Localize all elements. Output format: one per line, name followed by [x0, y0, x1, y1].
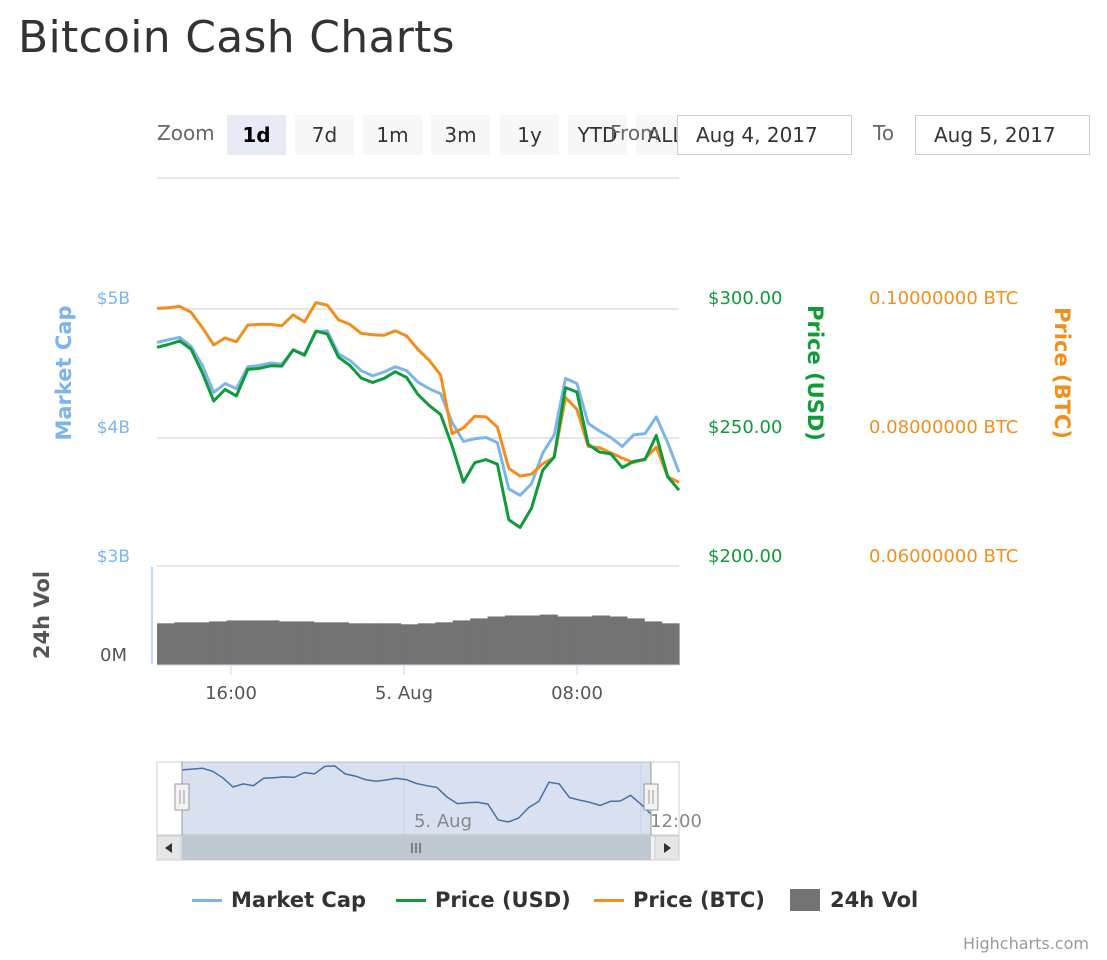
price-btc-axis-title: Price (BTC) [1050, 307, 1074, 439]
volume-bar [626, 618, 645, 665]
volume-bar [557, 616, 576, 665]
scrollbar-left-button[interactable] [156, 835, 182, 861]
arrow-right-icon [664, 843, 671, 853]
zoom-label: Zoom [157, 121, 215, 145]
scrollbar-grip-icon [411, 843, 421, 853]
to-date-input[interactable]: Aug 5, 2017 [915, 115, 1090, 155]
x-tick-label: 5. Aug [375, 683, 433, 704]
navigator-series [181, 765, 652, 823]
navigator-left-handle[interactable] [174, 783, 190, 811]
volume-bar [505, 615, 523, 665]
volume-axis-title: 24h Vol [30, 571, 54, 659]
volume-bar [522, 615, 541, 665]
volume-bar [191, 622, 210, 665]
market-cap-tick-label: $4B [97, 418, 130, 438]
price-usd-axis-title: Price (USD) [803, 305, 827, 441]
price-btc-tick-label: 0.08000000 BTC [869, 417, 1018, 438]
volume-bar [574, 616, 593, 665]
volume-bar [174, 622, 193, 665]
scrollbar[interactable] [156, 835, 680, 861]
volume-bar [209, 621, 228, 665]
legend-item-price-btc[interactable]: Price (BTC) [594, 888, 765, 912]
arrow-left-icon [165, 843, 172, 853]
price-btc-axis: 0.10000000 BTC 0.08000000 BTC 0.06000000… [869, 288, 1074, 567]
from-label: From [610, 121, 660, 145]
volume-bar [348, 623, 367, 665]
navigator[interactable]: 5. Aug 12:00 [156, 761, 702, 836]
volume-bar [609, 616, 628, 665]
volume-axis: 0M 24h Vol [30, 567, 153, 666]
volume-bar [452, 620, 471, 665]
zoom-7d-button[interactable]: 7d [295, 115, 354, 155]
handle-body[interactable] [643, 783, 659, 811]
series-layer [156, 301, 681, 529]
handle-body[interactable] [174, 783, 190, 811]
volume-bar [487, 616, 506, 665]
volume-bar [278, 621, 297, 665]
navigator-label: 12:00 [650, 811, 702, 832]
price-usd-line [156, 329, 681, 529]
volume-tick-label: 0M [100, 645, 127, 666]
legend-label: Price (USD) [435, 888, 571, 912]
x-tick-label: 16:00 [205, 683, 257, 704]
legend-label: Price (BTC) [633, 888, 765, 912]
volume-bar [400, 624, 419, 665]
price-btc-tick-label: 0.06000000 BTC [869, 546, 1018, 567]
zoom-1m-button[interactable]: 1m [363, 115, 422, 155]
market-cap-axis: $5B $4B $3B Market Cap [52, 289, 130, 567]
price-usd-tick-label: $300.00 [708, 288, 782, 309]
price-usd-tick-label: $200.00 [708, 546, 782, 567]
from-date-input[interactable]: Aug 4, 2017 [677, 115, 852, 155]
volume-bar [261, 620, 280, 665]
x-axis: 16:00 5. Aug 08:00 [157, 664, 679, 704]
legend-item-market-cap[interactable]: Market Cap [192, 888, 366, 912]
grid-lines [157, 308, 679, 567]
market-cap-tick-label: $5B [97, 289, 130, 309]
legend-symbol [396, 898, 426, 902]
volume-bar [157, 623, 175, 665]
volume-bar [592, 615, 610, 665]
legend-symbol [790, 889, 820, 911]
volume-bar [661, 623, 680, 665]
navigator-right-handle[interactable] [643, 783, 659, 811]
market-cap-line [156, 329, 681, 497]
volume-bar [365, 623, 384, 665]
volume-bar [296, 621, 315, 665]
navigator-line [181, 765, 652, 823]
credits-link[interactable]: Highcharts.com [963, 934, 1089, 953]
volume-bars [157, 614, 680, 665]
zoom-1d-button[interactable]: 1d [227, 115, 286, 155]
volume-bar [418, 623, 436, 665]
legend-label: 24h Vol [830, 888, 919, 912]
page-title: Bitcoin Cash Charts [18, 12, 455, 63]
to-label: To [873, 121, 895, 145]
price-usd-tick-label: $250.00 [708, 417, 782, 438]
legend-item-24h-vol[interactable]: 24h Vol [790, 888, 918, 912]
x-tick-label: 08:00 [551, 683, 603, 704]
market-cap-tick-label: $3B [97, 547, 130, 567]
zoom-1y-button[interactable]: 1y [500, 115, 559, 155]
price-usd-axis: $300.00 $250.00 $200.00 Price (USD) [708, 288, 827, 567]
volume-bar [313, 622, 332, 665]
legend: Market Cap Price (USD) Price (BTC) 24h V… [0, 888, 1107, 922]
volume-bar [539, 614, 558, 665]
legend-symbol [192, 898, 222, 902]
navigator-frame [156, 761, 680, 836]
legend-symbol [594, 898, 624, 902]
navigator-label: 5. Aug [414, 811, 472, 832]
volume-bar [226, 620, 245, 665]
volume-bar [470, 618, 489, 665]
volume-bar [331, 622, 349, 665]
volume-bar [244, 620, 262, 665]
legend-label: Market Cap [231, 888, 367, 912]
zoom-3m-button[interactable]: 3m [431, 115, 490, 155]
volume-bar [644, 621, 663, 665]
market-cap-axis-title: Market Cap [52, 305, 76, 440]
volume-bar [383, 623, 402, 665]
price-btc-tick-label: 0.10000000 BTC [869, 288, 1018, 309]
legend-item-price-usd[interactable]: Price (USD) [396, 888, 571, 912]
zoom-ytd-button[interactable]: YTD [568, 115, 627, 155]
volume-bar [435, 622, 454, 665]
